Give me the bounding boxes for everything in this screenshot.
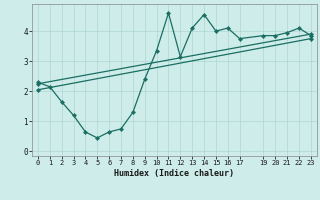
X-axis label: Humidex (Indice chaleur): Humidex (Indice chaleur) [115,169,234,178]
